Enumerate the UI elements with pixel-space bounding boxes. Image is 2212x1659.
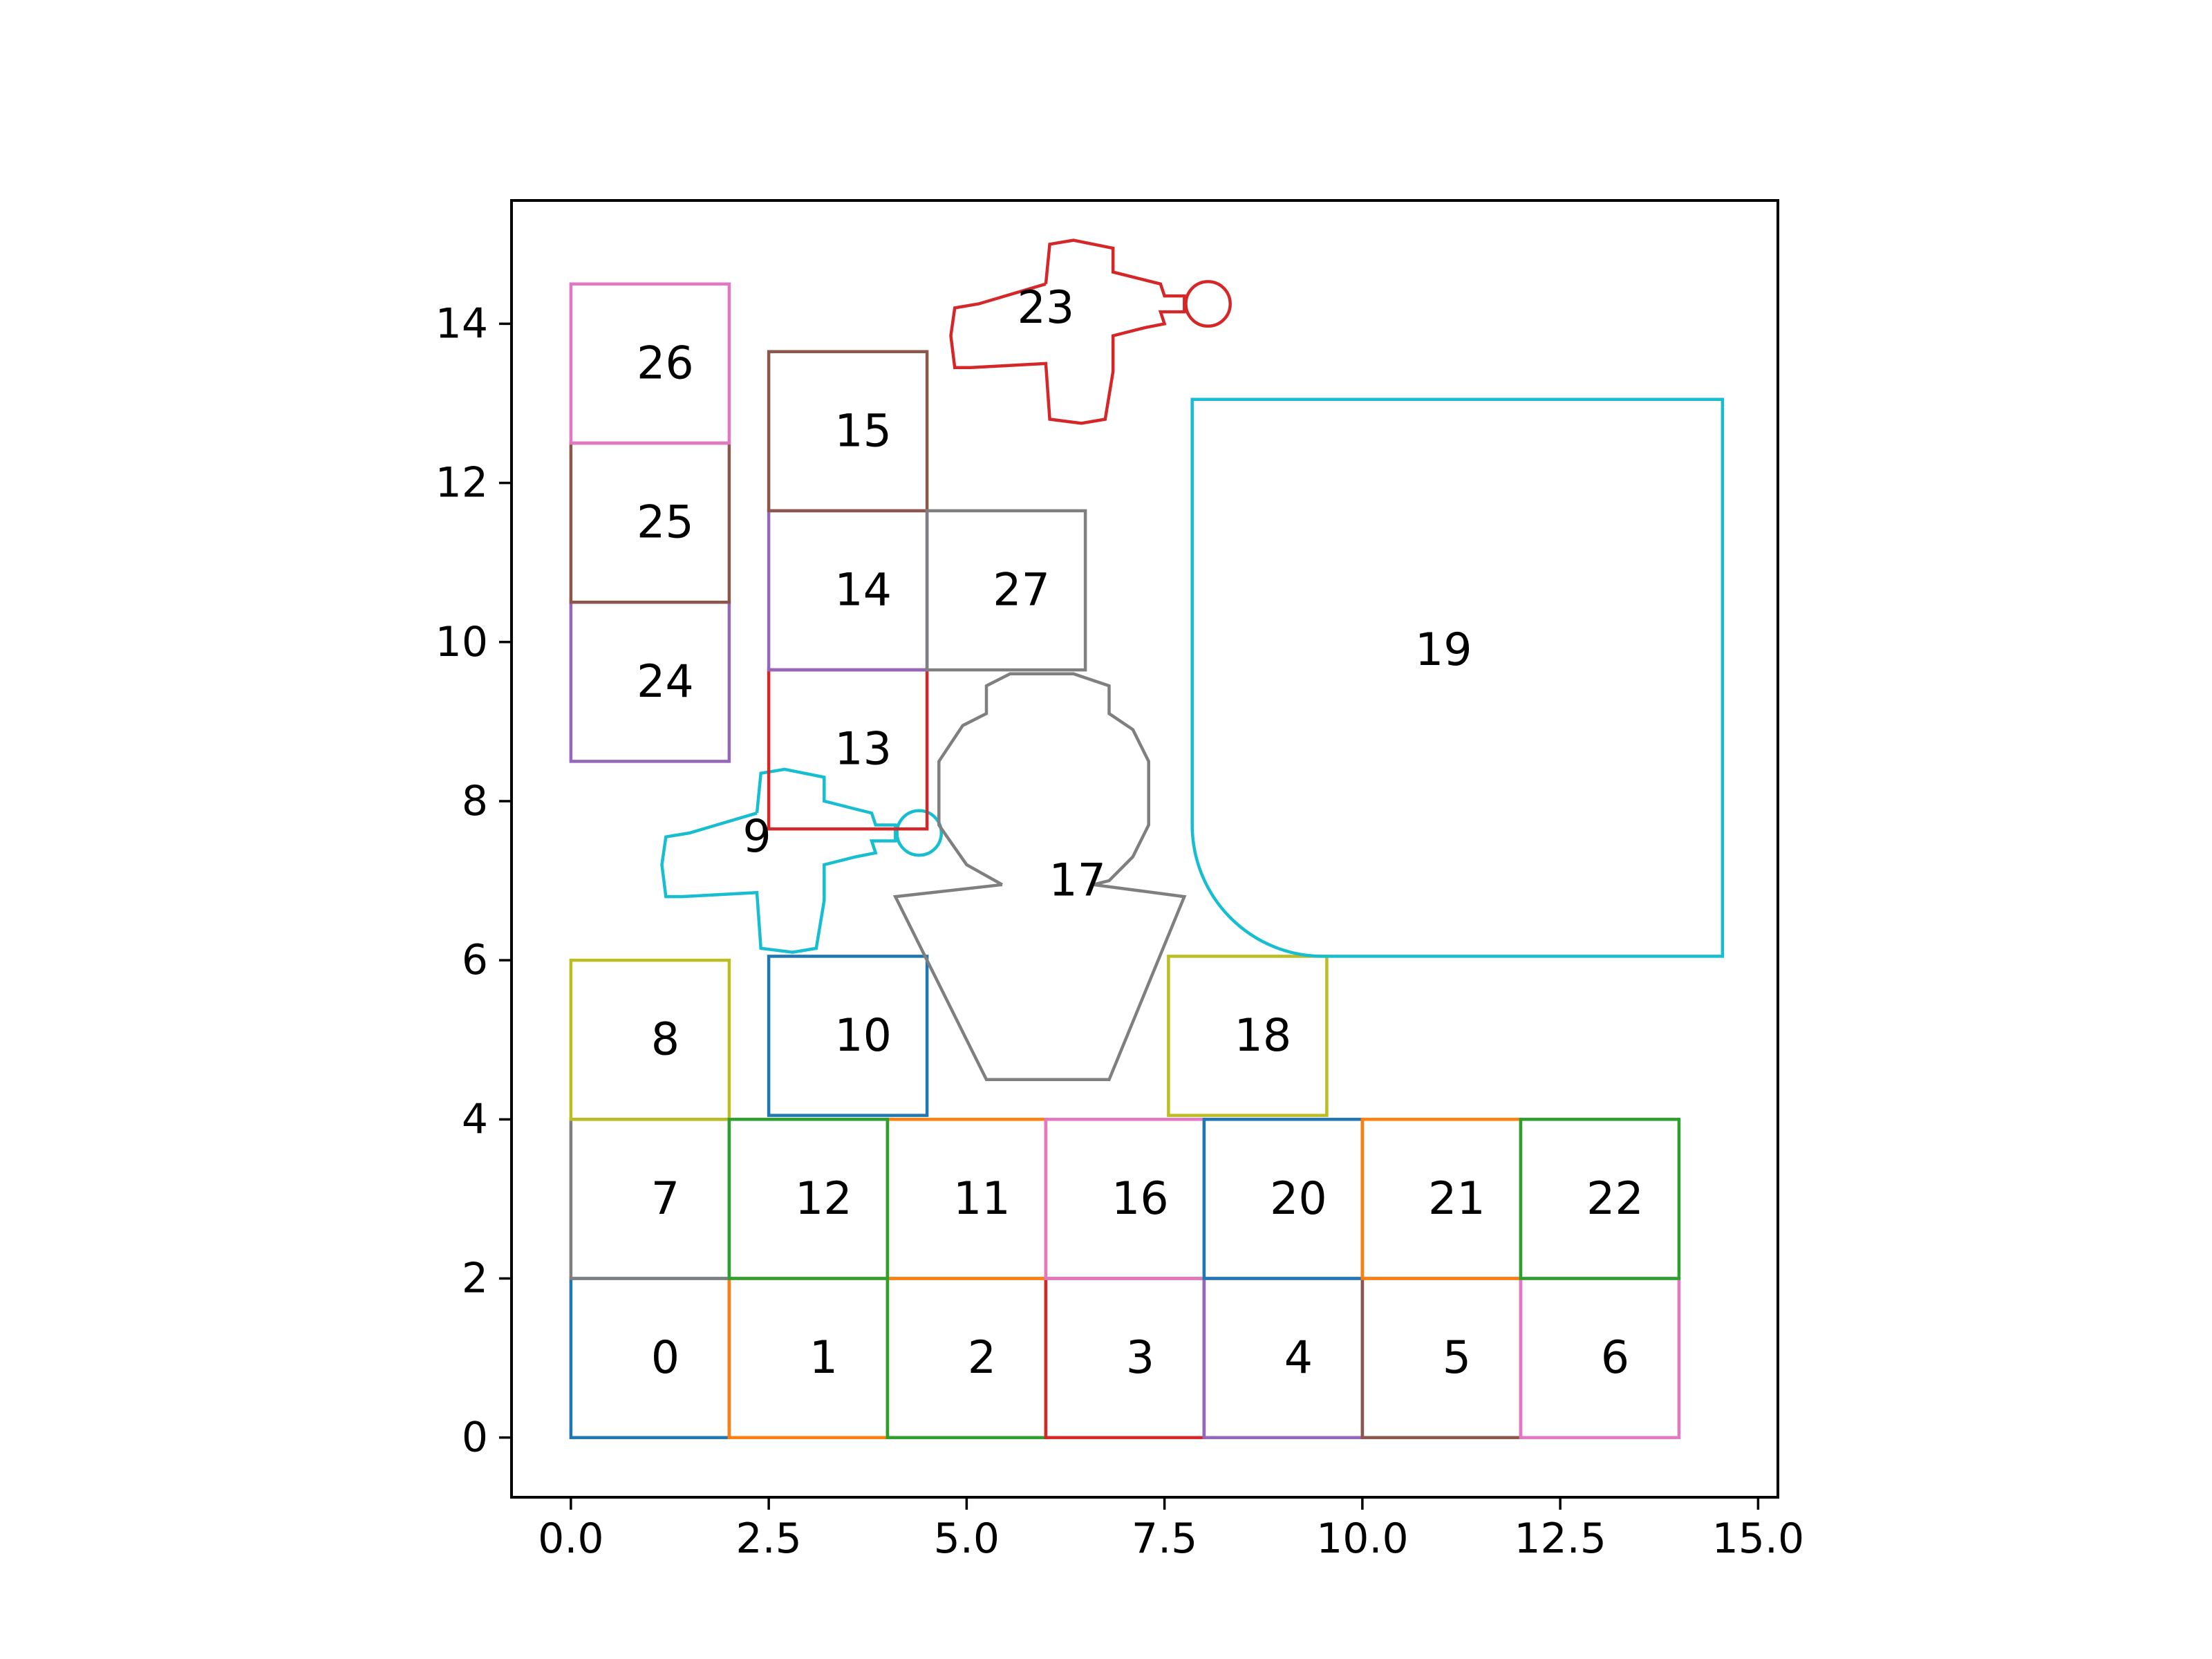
x-tick-label: 12.5 [1514,1515,1606,1563]
shape-18 [1167,955,1329,1117]
shape-22 [1519,1118,1681,1280]
shape-label-10: 10 [834,1010,892,1062]
shape-label-2: 2 [968,1332,996,1384]
shape-label-8: 8 [651,1014,679,1066]
shape-label-11: 11 [953,1173,1011,1225]
shape-label-0: 0 [651,1332,679,1384]
y-tick-label: 4 [462,1095,488,1143]
airplane-ring [1184,280,1232,328]
shape-label-26: 26 [637,337,694,389]
x-axis: 0.0 2.5 5.0 7.5 10.0 12.5 15.0 [538,1497,1804,1563]
shape-label-3: 3 [1126,1332,1154,1384]
axes-frame [510,199,1779,1499]
x-tick-label: 5.0 [934,1515,1000,1563]
y-axis: 0 2 4 6 8 10 12 14 [435,299,512,1462]
shape-15 [767,350,929,513]
airplane-outline [660,767,897,954]
shape-label-5: 5 [1443,1332,1471,1384]
shape-label-7: 7 [651,1173,679,1225]
y-tick-label: 12 [435,459,488,507]
shape-10 [767,955,929,1117]
shape-label-16: 16 [1112,1173,1169,1225]
shape-17 [892,672,1187,1082]
shape-8 [569,958,731,1121]
shape-label-6: 6 [1601,1332,1629,1384]
y-tick-label: 2 [462,1254,488,1302]
y-tick-label: 14 [435,299,488,348]
airplane-ring [895,809,944,857]
shape-9 [660,767,944,954]
shape-label-12: 12 [795,1173,852,1225]
x-tick-label: 2.5 [735,1515,801,1563]
shape-label-9: 9 [742,811,771,863]
x-tick-label: 0.0 [538,1515,603,1563]
shape-19 [1190,397,1725,958]
shape-label-1: 1 [809,1332,838,1384]
shape-label-14: 14 [834,565,892,617]
shape-label-25: 25 [637,497,694,549]
shape-26 [569,282,731,445]
shape-23 [949,238,1232,425]
x-tick-label: 15.0 [1712,1515,1805,1563]
y-tick-label: 10 [435,618,488,666]
shape-12 [727,1118,890,1280]
shape-label-13: 13 [834,724,892,776]
airplane-outline [949,238,1186,425]
shapes-layer [569,238,1725,1439]
shape-label-18: 18 [1235,1010,1292,1062]
shape-label-24: 24 [637,656,694,708]
shape-label-19: 19 [1415,624,1472,676]
y-tick-label: 6 [462,936,488,984]
shape-label-20: 20 [1270,1173,1327,1225]
y-tick-label: 8 [462,777,488,825]
x-tick-label: 10.0 [1316,1515,1409,1563]
shape-label-23: 23 [1018,282,1075,334]
shape-label-21: 21 [1428,1173,1485,1225]
shape-label-15: 15 [834,405,892,457]
y-tick-label: 0 [462,1414,488,1462]
shape-label-22: 22 [1586,1173,1644,1225]
shape-27 [925,509,1087,672]
shape-label-4: 4 [1284,1332,1313,1384]
shape-label-27: 27 [993,565,1050,617]
shape-label-17: 17 [1049,855,1106,907]
x-tick-label: 7.5 [1132,1515,1197,1563]
